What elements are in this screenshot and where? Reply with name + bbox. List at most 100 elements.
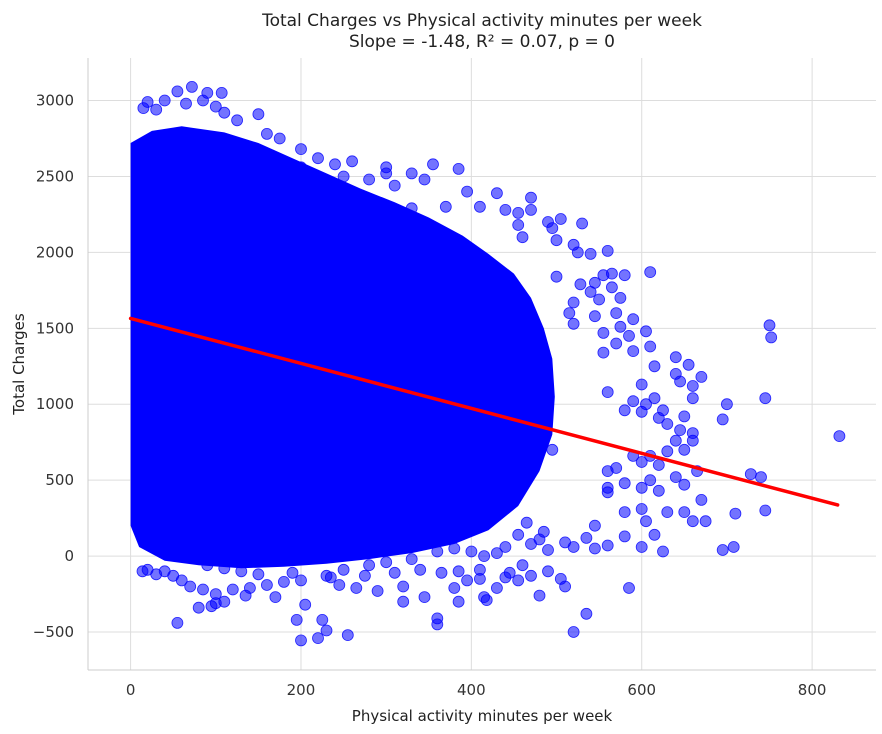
scatter-point: [256, 291, 269, 304]
scatter-point: [661, 418, 674, 430]
scatter-point: [512, 574, 525, 587]
y-tick-label: 500: [45, 471, 74, 489]
scatter-point: [363, 173, 376, 186]
scatter-point: [614, 320, 627, 333]
y-tick-label: 2000: [36, 243, 74, 261]
scatter-point: [601, 386, 614, 399]
scatter-point: [490, 547, 503, 559]
scatter-point: [614, 291, 627, 304]
scatter-point: [444, 367, 457, 380]
scatter-point: [601, 486, 614, 499]
scatter-point: [414, 563, 427, 576]
scatter-point: [589, 310, 601, 323]
scatter-point: [520, 516, 533, 529]
scatter-point: [606, 281, 618, 294]
scatter-point: [235, 565, 248, 578]
scatter-point: [490, 582, 503, 594]
scatter-point: [763, 319, 776, 332]
scatter-point: [744, 468, 757, 481]
scatter-point: [686, 392, 699, 405]
scatter-point: [324, 571, 337, 584]
scatter-point: [197, 583, 209, 596]
scatter-point: [215, 87, 228, 99]
scatter-point: [185, 81, 198, 93]
scatter-point: [260, 127, 273, 140]
scatter-point: [375, 367, 388, 380]
scatter-point: [499, 203, 512, 216]
scatter-point: [273, 132, 286, 145]
scatter-point: [550, 270, 563, 283]
scatter-point: [516, 559, 529, 572]
scatter-point: [252, 108, 265, 121]
scatter-point: [563, 307, 576, 320]
scatter-point: [405, 202, 418, 215]
scatter-point: [226, 583, 239, 596]
scatter-point: [674, 375, 686, 388]
scatter-point: [461, 185, 474, 198]
scatter-point: [525, 569, 537, 582]
scatter-point: [435, 276, 448, 289]
scatter-point: [716, 544, 729, 556]
scatter-point: [469, 246, 482, 259]
scatter-point: [635, 456, 648, 468]
scatter-point: [597, 346, 610, 359]
scatter-point: [333, 579, 346, 591]
scatter-point: [350, 582, 363, 594]
scatter-point: [644, 340, 657, 353]
scatter-point: [652, 459, 665, 471]
scatter-point: [380, 556, 393, 569]
x-tick-label: 400: [457, 681, 486, 699]
scatter-point: [478, 413, 491, 426]
scatter-point: [567, 296, 580, 309]
scatter-point: [337, 563, 350, 576]
scatter-point: [644, 474, 657, 487]
scatter-point: [133, 489, 146, 502]
scatter-point: [661, 445, 674, 458]
scatter-point: [137, 102, 150, 114]
scatter-point: [618, 269, 631, 282]
scatter-point: [312, 152, 324, 165]
scatter-point: [567, 317, 580, 330]
scatter-point: [295, 574, 307, 587]
y-tick-label: 3000: [36, 92, 74, 110]
scatter-point: [439, 200, 452, 213]
scatter-point: [384, 459, 397, 471]
x-tick-label: 600: [627, 681, 656, 699]
scatter-point: [392, 291, 405, 304]
scatter-point: [644, 266, 657, 279]
scatter-point: [418, 591, 431, 603]
scatter-point: [601, 465, 614, 478]
scatter-point: [520, 322, 533, 335]
scatter-point: [601, 244, 614, 257]
scatter-point: [218, 106, 231, 119]
scatter-point: [669, 351, 682, 364]
scatter-point: [554, 573, 567, 585]
scatter-point: [137, 443, 150, 456]
scatter-point: [239, 589, 252, 602]
scatter-point: [512, 528, 525, 541]
scatter-point: [363, 559, 376, 572]
scatter-point: [465, 545, 478, 558]
scatter-point: [184, 580, 197, 593]
scatter-point: [252, 568, 265, 581]
scatter-point: [584, 247, 597, 260]
x-axis: 0 200 400 600 800: [126, 681, 827, 699]
scatter-point: [661, 506, 674, 518]
scatter-point: [729, 507, 742, 520]
scatter-point: [473, 200, 486, 213]
scatter-point: [635, 405, 648, 418]
scatter-point: [290, 474, 303, 487]
scatter-point: [154, 307, 167, 320]
scatter-point: [171, 170, 184, 183]
scatter-point: [682, 358, 695, 371]
scatter-point: [218, 562, 231, 575]
x-tick-label: 800: [798, 681, 827, 699]
scatter-point: [350, 322, 363, 335]
scatter-point: [537, 352, 550, 365]
scatter-point: [601, 539, 614, 552]
scatter-point: [388, 566, 401, 579]
scatter-point: [209, 597, 222, 610]
scatter-point: [405, 553, 418, 565]
scatter-point: [542, 565, 554, 578]
scatter-point: [686, 434, 699, 447]
